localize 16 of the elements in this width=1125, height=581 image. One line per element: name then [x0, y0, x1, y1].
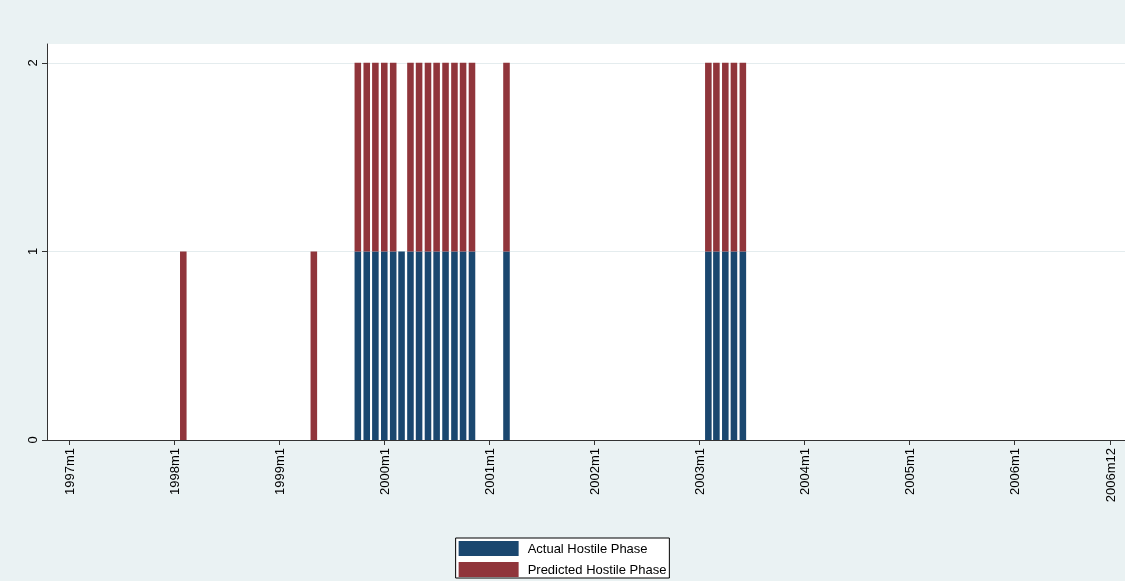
- x-tick-label: 1999m1: [271, 448, 287, 495]
- x-tick-label: 2001m1: [482, 448, 498, 495]
- x-tick-label: 1998m1: [166, 448, 182, 495]
- x-tick-label: 2005m1: [902, 448, 918, 495]
- y-tick-label: 1: [25, 247, 40, 256]
- legend-label: Actual Hostile Phase: [527, 541, 648, 556]
- x-tick-label: 2003m1: [691, 448, 707, 495]
- x-tick-label: 2006m1: [1007, 448, 1023, 495]
- x-tick-label: 2004m1: [796, 448, 812, 495]
- x-tick-label: 2006m12: [1103, 448, 1119, 503]
- x-tick-label: 1997m1: [61, 448, 77, 495]
- y-tick-label: 0: [25, 436, 40, 444]
- x-tick-label: 2002m1: [586, 448, 602, 495]
- x-tick-label: 2000m1: [376, 448, 392, 495]
- legend-label: Predicted Hostile Phase: [527, 562, 667, 577]
- y-tick-label: 2: [25, 59, 40, 67]
